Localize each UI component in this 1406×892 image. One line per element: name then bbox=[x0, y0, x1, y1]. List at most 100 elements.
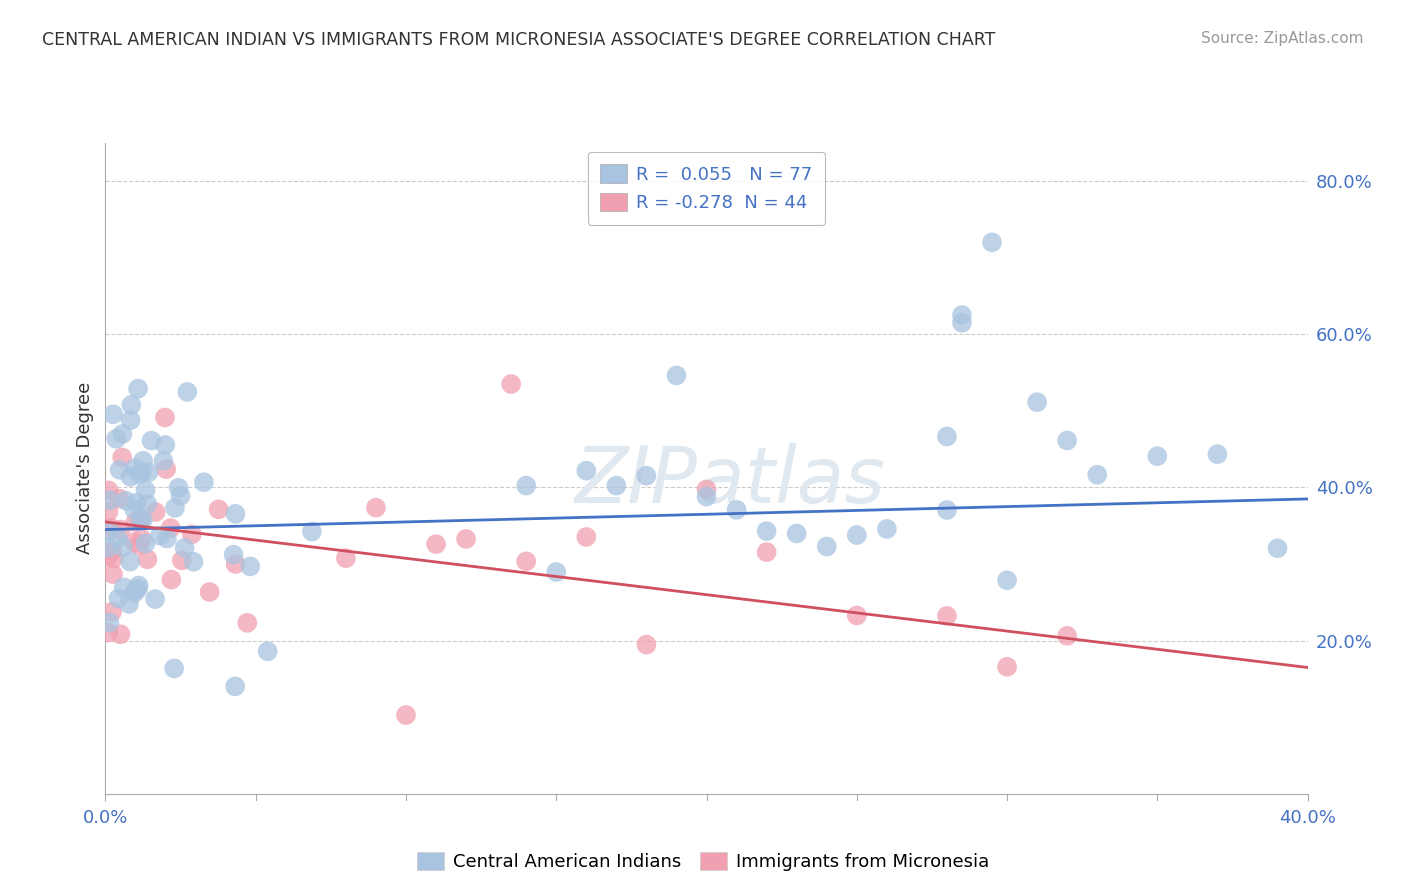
Point bbox=[1056, 434, 1078, 448]
Point bbox=[696, 490, 718, 504]
Point bbox=[575, 464, 598, 478]
Point bbox=[128, 578, 150, 592]
Point bbox=[546, 565, 568, 579]
Legend: R =  0.055   N = 77, R = -0.278  N = 44: R = 0.055 N = 77, R = -0.278 N = 44 bbox=[588, 152, 825, 225]
Point bbox=[169, 489, 191, 503]
Point bbox=[193, 475, 215, 490]
Point bbox=[136, 552, 159, 566]
Point bbox=[786, 526, 808, 541]
Point bbox=[111, 427, 134, 442]
Point bbox=[101, 605, 124, 619]
Point bbox=[107, 532, 129, 546]
Point bbox=[97, 483, 120, 498]
Point bbox=[124, 583, 146, 598]
Point bbox=[845, 608, 868, 623]
Point bbox=[1056, 629, 1078, 643]
Point bbox=[122, 502, 145, 516]
Legend: Central American Indians, Immigrants from Micronesia: Central American Indians, Immigrants fro… bbox=[411, 845, 995, 879]
Point bbox=[222, 548, 245, 562]
Point bbox=[131, 532, 153, 546]
Point bbox=[936, 429, 959, 443]
Point bbox=[755, 545, 778, 559]
Point bbox=[696, 483, 718, 497]
Point bbox=[128, 467, 150, 481]
Point bbox=[936, 503, 959, 517]
Point bbox=[815, 540, 838, 554]
Point bbox=[173, 541, 195, 555]
Point bbox=[107, 591, 129, 606]
Point bbox=[124, 461, 146, 475]
Y-axis label: Associate's Degree: Associate's Degree bbox=[76, 382, 94, 555]
Point bbox=[135, 483, 157, 498]
Point bbox=[876, 522, 898, 536]
Point bbox=[454, 532, 477, 546]
Point bbox=[128, 538, 150, 552]
Point bbox=[111, 450, 134, 465]
Point bbox=[120, 398, 142, 412]
Point bbox=[176, 384, 198, 399]
Point bbox=[105, 432, 128, 446]
Point bbox=[1026, 395, 1049, 409]
Point bbox=[155, 438, 177, 452]
Point bbox=[335, 551, 357, 566]
Point bbox=[395, 708, 418, 723]
Point bbox=[118, 597, 141, 611]
Point bbox=[97, 625, 120, 640]
Point bbox=[128, 512, 150, 526]
Point bbox=[132, 454, 155, 468]
Point bbox=[136, 497, 159, 511]
Point bbox=[141, 434, 163, 448]
Point bbox=[225, 557, 247, 571]
Point bbox=[180, 527, 202, 541]
Point bbox=[224, 679, 246, 693]
Point bbox=[156, 532, 179, 546]
Text: ZIPatlas: ZIPatlas bbox=[575, 443, 886, 519]
Point bbox=[936, 608, 959, 623]
Point bbox=[103, 551, 125, 566]
Point bbox=[1206, 447, 1229, 461]
Point bbox=[100, 521, 122, 535]
Point bbox=[124, 586, 146, 600]
Point bbox=[636, 468, 658, 483]
Point bbox=[149, 528, 172, 542]
Text: Source: ZipAtlas.com: Source: ZipAtlas.com bbox=[1201, 31, 1364, 46]
Point bbox=[301, 524, 323, 539]
Point bbox=[256, 644, 278, 658]
Point bbox=[120, 555, 142, 569]
Point bbox=[98, 524, 121, 538]
Point bbox=[981, 235, 1004, 250]
Point bbox=[112, 580, 135, 594]
Point bbox=[575, 530, 598, 544]
Point bbox=[153, 410, 176, 425]
Point bbox=[636, 638, 658, 652]
Point bbox=[236, 615, 259, 630]
Point bbox=[101, 544, 124, 558]
Point bbox=[122, 535, 145, 549]
Point bbox=[101, 567, 124, 582]
Point bbox=[145, 505, 167, 519]
Point bbox=[120, 470, 142, 484]
Point bbox=[198, 585, 221, 599]
Point bbox=[224, 507, 246, 521]
Point bbox=[134, 536, 156, 550]
Point bbox=[138, 466, 160, 480]
Point bbox=[515, 554, 537, 568]
Point bbox=[131, 465, 153, 479]
Point bbox=[167, 481, 190, 495]
Point bbox=[1267, 541, 1289, 556]
Point bbox=[127, 582, 149, 596]
Point bbox=[132, 513, 155, 527]
Point bbox=[115, 493, 138, 508]
Point bbox=[108, 491, 131, 506]
Point bbox=[155, 462, 177, 476]
Point bbox=[755, 524, 778, 538]
Point bbox=[97, 549, 120, 563]
Point bbox=[207, 502, 229, 516]
Point bbox=[170, 553, 193, 567]
Point bbox=[183, 555, 205, 569]
Point bbox=[515, 478, 537, 492]
Point bbox=[110, 523, 132, 537]
Point bbox=[163, 661, 186, 675]
Point bbox=[120, 413, 142, 427]
Point bbox=[97, 541, 120, 555]
